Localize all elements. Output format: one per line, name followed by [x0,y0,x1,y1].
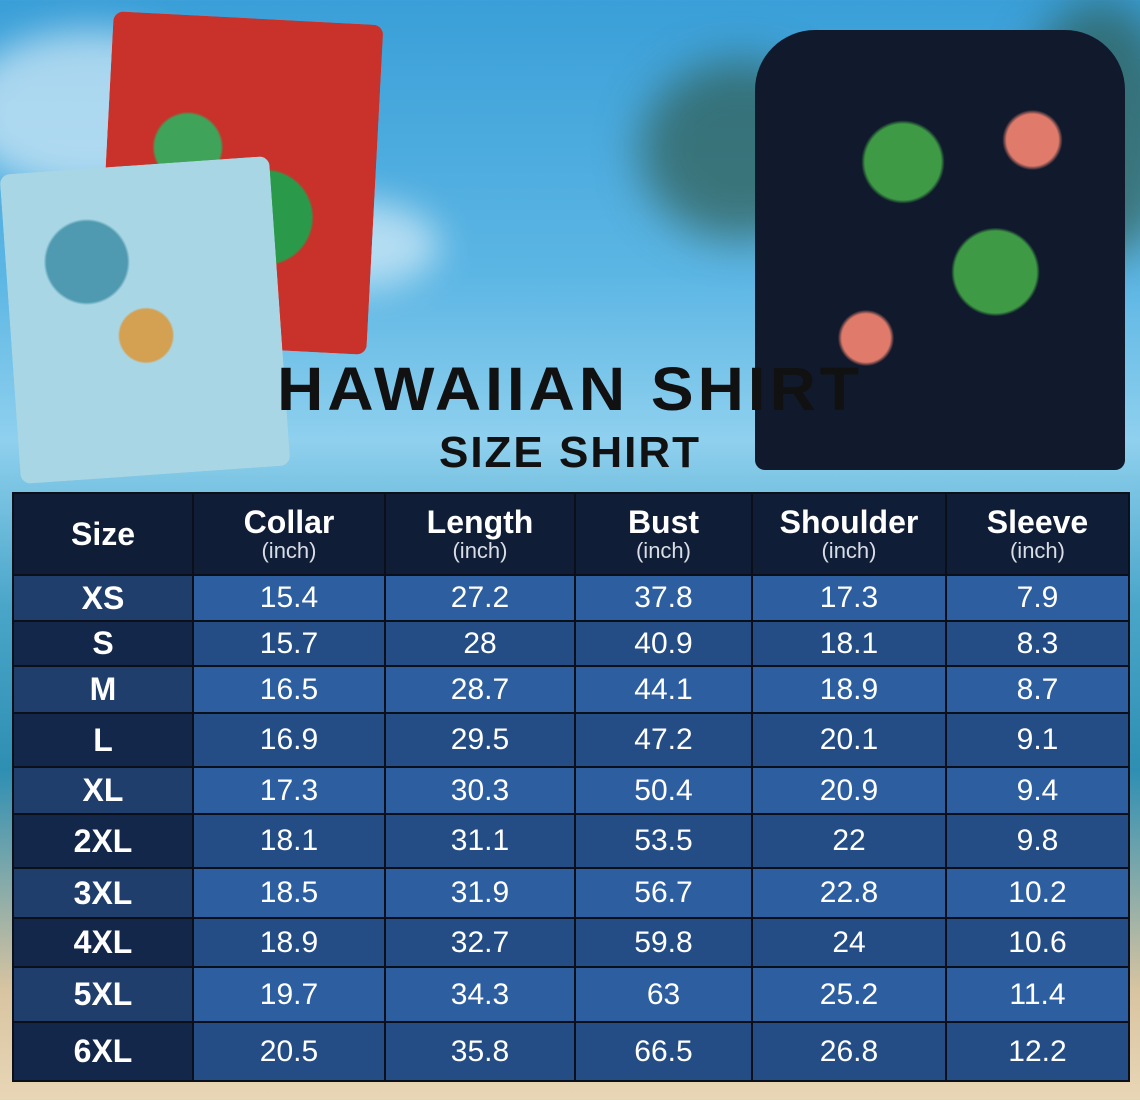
measurement-cell: 11.4 [947,968,1128,1021]
table-row: XS 15.4 27.2 37.8 17.3 7.9 [14,576,1128,620]
measurement-cell: 35.8 [386,1023,574,1080]
measurement-cell: 10.2 [947,869,1128,917]
measurement-cell: 27.2 [386,576,574,620]
measurement-cell: 53.5 [576,815,751,867]
measurement-cell: 16.9 [194,714,384,766]
measurement-cell: 44.1 [576,667,751,712]
measurement-cell: 20.9 [753,768,945,813]
measurement-cell: 19.7 [194,968,384,1021]
header-label: Collar [243,504,335,540]
size-cell: 3XL [14,869,192,917]
header-label: Shoulder [779,504,919,540]
header-size: Size [14,494,192,574]
measurement-cell: 40.9 [576,622,751,665]
header-unit: (inch) [261,538,317,563]
measurement-cell: 50.4 [576,768,751,813]
measurement-cell: 34.3 [386,968,574,1021]
header-unit: (inch) [452,538,508,563]
header-unit: (inch) [1009,538,1065,563]
size-cell: S [14,622,192,665]
measurement-cell: 20.1 [753,714,945,766]
measurement-cell: 47.2 [576,714,751,766]
measurement-cell: 66.5 [576,1023,751,1080]
measurement-cell: 18.1 [194,815,384,867]
header-shoulder: Shoulder (inch) [753,494,945,574]
measurement-cell: 12.2 [947,1023,1128,1080]
size-cell: XL [14,768,192,813]
table-row: S 15.7 28 40.9 18.1 8.3 [14,622,1128,665]
measurement-cell: 31.9 [386,869,574,917]
header-label: Bust [627,504,700,540]
measurement-cell: 10.6 [947,919,1128,966]
measurement-cell: 63 [576,968,751,1021]
measurement-cell: 9.1 [947,714,1128,766]
measurement-cell: 18.1 [753,622,945,665]
measurement-cell: 26.8 [753,1023,945,1080]
measurement-cell: 8.3 [947,622,1128,665]
header-collar: Collar (inch) [194,494,384,574]
header-length: Length (inch) [386,494,574,574]
measurement-cell: 37.8 [576,576,751,620]
measurement-cell: 18.9 [194,919,384,966]
model-flamingo-shirt-image [755,30,1125,470]
measurement-cell: 18.5 [194,869,384,917]
size-cell: L [14,714,192,766]
measurement-cell: 17.3 [753,576,945,620]
size-cell: 5XL [14,968,192,1021]
table-row: 6XL 20.5 35.8 66.5 26.8 12.2 [14,1023,1128,1080]
table-row: M 16.5 28.7 44.1 18.9 8.7 [14,667,1128,712]
measurement-cell: 18.9 [753,667,945,712]
measurement-cell: 29.5 [386,714,574,766]
measurement-cell: 28 [386,622,574,665]
header-label: Size [70,516,136,552]
header-unit: (inch) [821,538,877,563]
table-header-row: Size Collar (inch) Length (inch) Bust (inch… [14,494,1128,574]
measurement-cell: 24 [753,919,945,966]
table-row: XL 17.3 30.3 50.4 20.9 9.4 [14,768,1128,813]
header-unit: (inch) [635,538,691,563]
header-bust: Bust (inch) [576,494,751,574]
header-label: Length [426,504,534,540]
measurement-cell: 22.8 [753,869,945,917]
table-row: L 16.9 29.5 47.2 20.1 9.1 [14,714,1128,766]
measurement-cell: 32.7 [386,919,574,966]
size-chart-table: Size Collar (inch) Length (inch) Bust (inch… [12,492,1130,1082]
measurement-cell: 28.7 [386,667,574,712]
measurement-cell: 56.7 [576,869,751,917]
measurement-cell: 59.8 [576,919,751,966]
size-cell: XS [14,576,192,620]
table-row: 3XL 18.5 31.9 56.7 22.8 10.2 [14,869,1128,917]
measurement-cell: 17.3 [194,768,384,813]
header-label: Sleeve [986,504,1089,540]
measurement-cell: 16.5 [194,667,384,712]
page-title: HAWAIIAN SHIRT [277,354,863,424]
measurement-cell: 31.1 [386,815,574,867]
size-cell: M [14,667,192,712]
measurement-cell: 22 [753,815,945,867]
measurement-cell: 7.9 [947,576,1128,620]
measurement-cell: 9.4 [947,768,1128,813]
header-sleeve: Sleeve (inch) [947,494,1128,574]
measurement-cell: 20.5 [194,1023,384,1080]
measurement-cell: 25.2 [753,968,945,1021]
table-row: 2XL 18.1 31.1 53.5 22 9.8 [14,815,1128,867]
table-row: 4XL 18.9 32.7 59.8 24 10.6 [14,919,1128,966]
size-cell: 6XL [14,1023,192,1080]
page-subtitle: SIZE SHIRT [438,428,702,477]
measurement-cell: 15.4 [194,576,384,620]
table-row: 5XL 19.7 34.3 63 25.2 11.4 [14,968,1128,1021]
measurement-cell: 30.3 [386,768,574,813]
size-cell: 4XL [14,919,192,966]
size-cell: 2XL [14,815,192,867]
measurement-cell: 15.7 [194,622,384,665]
measurement-cell: 8.7 [947,667,1128,712]
measurement-cell: 9.8 [947,815,1128,867]
